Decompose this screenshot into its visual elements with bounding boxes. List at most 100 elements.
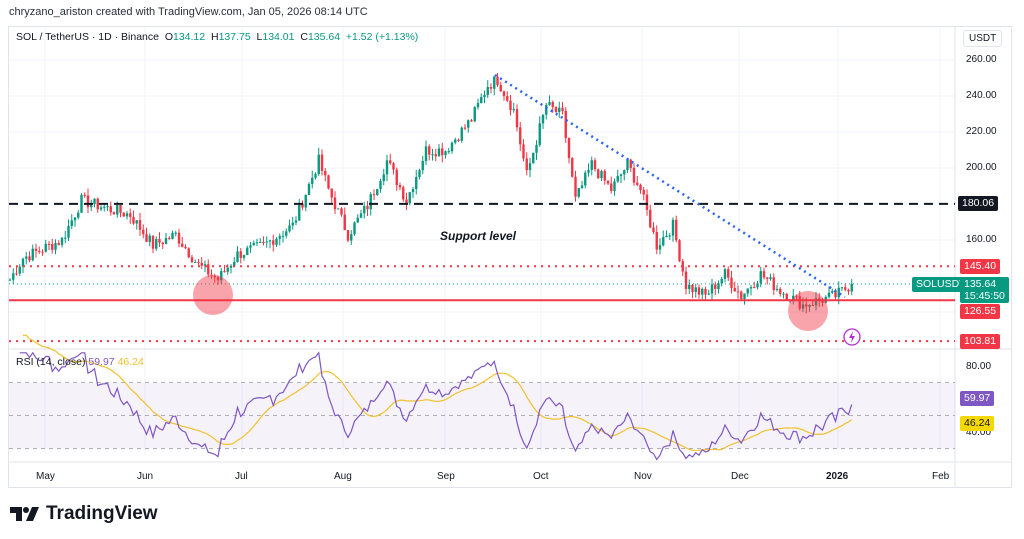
candle-down xyxy=(597,169,600,179)
candle-down xyxy=(207,264,210,275)
candle-down xyxy=(610,183,613,191)
time-tick: Nov xyxy=(634,471,652,482)
candle-down xyxy=(262,241,265,243)
candle-up xyxy=(408,192,411,204)
candle-up xyxy=(116,205,119,215)
candle-up xyxy=(584,172,587,186)
candle-up xyxy=(135,220,138,224)
candle-up xyxy=(580,185,584,188)
candle-down xyxy=(522,144,525,159)
time-tick: Oct xyxy=(533,471,549,482)
candle-up xyxy=(701,288,704,295)
candle-up xyxy=(194,261,197,263)
candle-down xyxy=(142,229,145,235)
candle-down xyxy=(138,220,142,230)
open-value: 134.12 xyxy=(173,31,206,43)
high-value: 137.75 xyxy=(218,31,251,43)
candle-down xyxy=(187,248,190,258)
candle-down xyxy=(564,110,567,139)
candle-up xyxy=(454,139,457,143)
price-tick: 260.00 xyxy=(966,54,997,65)
candle-up xyxy=(548,102,551,106)
candle-down xyxy=(340,208,343,215)
candle-up xyxy=(73,217,77,221)
candle-down xyxy=(730,277,733,289)
tradingview-logo-icon xyxy=(10,507,39,521)
candle-down xyxy=(678,240,681,262)
candle-down xyxy=(847,289,850,292)
candle-up xyxy=(90,204,93,208)
candle-down xyxy=(145,234,148,242)
candle-up xyxy=(233,261,236,266)
candle-down xyxy=(697,287,701,295)
candle-up xyxy=(350,234,353,241)
candle-down xyxy=(168,237,171,239)
candle-down xyxy=(499,85,502,92)
symbol-name[interactable]: SOL / TetherUS · 1D · Binance xyxy=(16,31,159,43)
candle-up xyxy=(307,184,311,195)
candle-down xyxy=(506,95,509,101)
candle-down xyxy=(571,158,574,177)
candle-up xyxy=(155,239,158,249)
candle-up xyxy=(545,105,548,115)
candle-up xyxy=(688,284,691,289)
candle-up xyxy=(665,235,668,238)
time-tick: Jun xyxy=(137,471,154,482)
candle-down xyxy=(736,291,740,293)
candle-up xyxy=(532,152,535,164)
candle-down xyxy=(639,184,642,191)
candle-up xyxy=(480,97,483,103)
candle-up xyxy=(437,148,441,157)
candle-up xyxy=(743,293,746,299)
candle-down xyxy=(636,182,639,185)
candle-up xyxy=(808,304,811,307)
candle-down xyxy=(51,244,54,250)
candle-down xyxy=(132,216,135,224)
candle-down xyxy=(398,185,402,188)
currency-button[interactable]: USDT xyxy=(963,30,1003,47)
candle-down xyxy=(785,293,788,301)
candle-up xyxy=(483,94,486,98)
candle-up xyxy=(626,159,629,171)
candle-down xyxy=(119,205,122,213)
candle-up xyxy=(850,283,853,292)
candle-down xyxy=(515,109,519,128)
candle-up xyxy=(70,220,73,227)
candle-down xyxy=(642,190,645,195)
candle-up xyxy=(288,225,291,232)
candle-up xyxy=(658,245,662,250)
rsi-label[interactable]: RSI (14, close) xyxy=(16,356,86,368)
candle-down xyxy=(112,212,116,215)
time-tick: Feb xyxy=(932,471,950,482)
candle-down xyxy=(691,284,694,292)
candle-up xyxy=(376,189,379,195)
candle-up xyxy=(18,266,21,274)
candle-up xyxy=(385,160,389,175)
candle-down xyxy=(34,248,38,251)
candle-up xyxy=(220,271,223,281)
candle-up xyxy=(749,287,753,289)
candle-up xyxy=(769,277,772,279)
low-label: L xyxy=(256,31,263,43)
candle-down xyxy=(210,274,213,276)
price-tick: 220.00 xyxy=(966,126,997,137)
tradingview-logo[interactable]: TradingView xyxy=(10,503,158,525)
candle-up xyxy=(106,206,109,208)
candle-up xyxy=(242,255,246,258)
candle-up xyxy=(171,232,174,239)
candle-up xyxy=(379,181,382,190)
candle-up xyxy=(720,278,723,284)
candle-down xyxy=(428,146,431,155)
candle-up xyxy=(558,107,561,113)
candle-down xyxy=(753,287,756,289)
candle-up xyxy=(476,102,480,108)
candle-down xyxy=(457,139,460,141)
candle-up xyxy=(616,175,619,182)
candle-down xyxy=(346,230,350,241)
candle-down xyxy=(649,209,652,228)
candle-up xyxy=(717,283,720,290)
candle-down xyxy=(675,219,678,241)
candle-up xyxy=(99,207,103,210)
candle-down xyxy=(811,304,814,306)
